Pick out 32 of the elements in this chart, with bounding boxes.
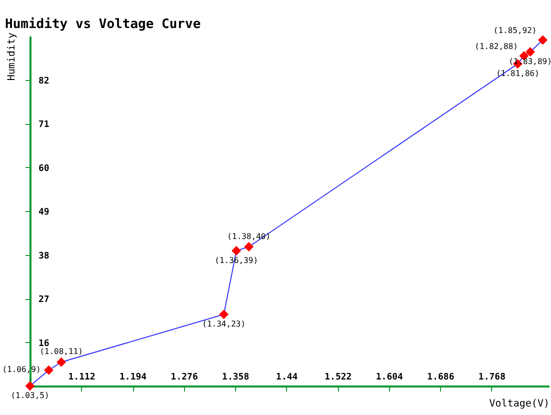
point <box>25 381 35 391</box>
x-tick-label: 1.522 <box>324 372 352 382</box>
point <box>56 357 66 367</box>
chart-title: Humidity vs Voltage Curve <box>5 16 201 32</box>
data-label: (1.03,5) <box>10 391 50 400</box>
data-label: (1.85,92) <box>493 26 537 35</box>
x-tick-label: 1.112 <box>68 372 96 382</box>
x-axis-title: Voltage(V) <box>489 398 550 410</box>
point <box>526 47 535 57</box>
y-tick-label: 27 <box>38 295 50 305</box>
y-axis-title: Humidity <box>6 32 18 81</box>
x-tick-label: 1.604 <box>376 372 404 382</box>
point <box>44 365 54 375</box>
y-tick-label: 82 <box>38 76 50 86</box>
y-tick-label: 38 <box>38 251 50 262</box>
y-tick-label: 16 <box>38 338 50 349</box>
data-label: (1.08,11) <box>40 347 83 356</box>
point <box>219 310 229 320</box>
data-label: (1.82,88) <box>474 42 518 51</box>
x-tick-label: 1.686 <box>427 372 454 382</box>
y-tick-label: 71 <box>38 120 50 130</box>
point <box>244 242 254 252</box>
data-label: (1.34,23) <box>202 319 246 328</box>
x-tick-label: 1.768 <box>478 372 506 382</box>
point <box>232 246 242 256</box>
x-tick-label: 1.44 <box>276 372 298 382</box>
y-tick-label: 60 <box>38 164 50 174</box>
x-tick-label: 1.358 <box>222 372 250 382</box>
x-tick-label: 1.194 <box>120 372 148 382</box>
x-tick-label: 1.276 <box>170 372 198 382</box>
point <box>538 35 548 45</box>
y-tick-label: 49 <box>38 208 50 218</box>
